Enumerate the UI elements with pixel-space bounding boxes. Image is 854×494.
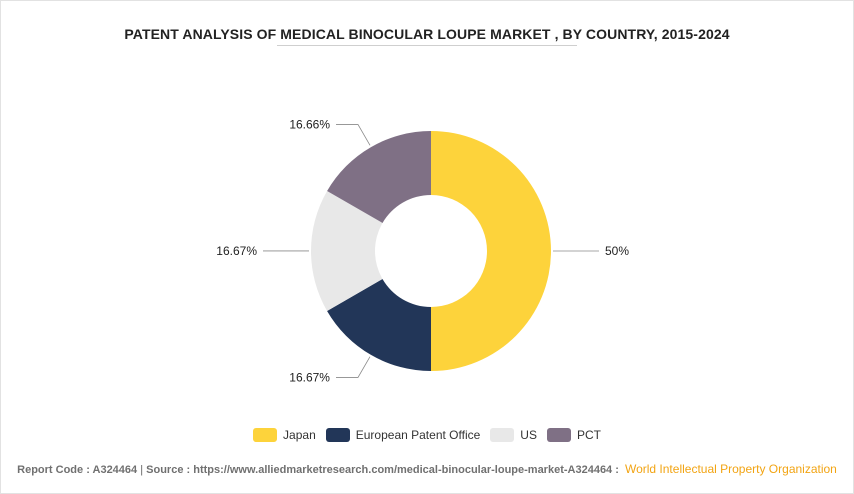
value-label-european-patent-office: 16.67% xyxy=(289,370,330,384)
footer: Report Code : A324464 | Source : https:/… xyxy=(0,462,854,476)
slice-japan[interactable] xyxy=(431,131,551,371)
leader-line-european-patent-office xyxy=(335,356,371,378)
title-underline xyxy=(277,45,577,46)
source-credit: World Intellectual Property Organization xyxy=(624,462,837,476)
slices-group xyxy=(311,131,551,371)
slice-us[interactable] xyxy=(311,190,383,311)
slice-pct[interactable] xyxy=(327,131,431,223)
legend-swatch-european-patent-office xyxy=(325,428,350,442)
slice-european-patent-office[interactable] xyxy=(327,278,431,371)
report-code: Report Code : A324464 xyxy=(17,464,138,476)
value-label-us: 16.67% xyxy=(216,244,257,258)
chart-title: PATENT ANALYSIS OF MEDICAL BINOCULAR LOU… xyxy=(124,26,730,42)
leader-lines-group xyxy=(263,124,599,378)
legend-swatch-pct xyxy=(546,428,571,442)
value-label-japan: 50% xyxy=(605,244,629,258)
legend-swatch-us xyxy=(490,428,515,442)
legend-swatch-japan xyxy=(253,428,278,442)
legend-label-japan: Japan xyxy=(283,428,316,442)
legend-label-european-patent-office: European Patent Office xyxy=(355,428,481,442)
legend-item-pct[interactable]: PCT xyxy=(546,428,601,442)
legend-label-pct: PCT xyxy=(576,428,601,442)
leader-line-pct xyxy=(336,124,371,146)
value-label-pct: 16.66% xyxy=(289,118,330,132)
value-labels-group: 50% 16.67% 16.67% 16.66% xyxy=(216,118,629,385)
legend-item-japan[interactable]: Japan xyxy=(253,428,316,442)
footer-separator: | xyxy=(140,464,144,476)
legend-item-us[interactable]: US xyxy=(490,428,537,442)
legend-item-european-patent-office[interactable]: European Patent Office xyxy=(325,428,481,442)
legend: Japan European Patent Office US PCT xyxy=(0,428,854,442)
legend-label-us: US xyxy=(520,428,537,442)
source-text: Source : https://www.alliedmarketresearc… xyxy=(146,464,619,476)
